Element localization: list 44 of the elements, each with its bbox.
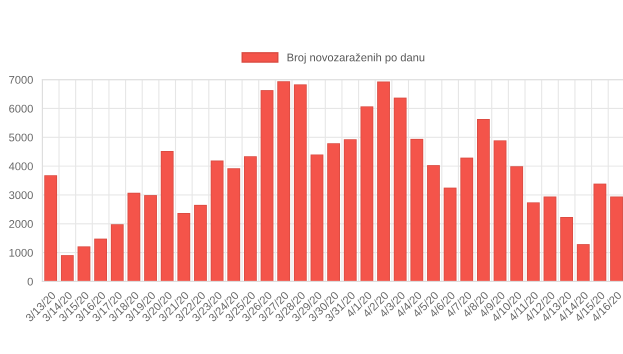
- bar: [544, 196, 556, 282]
- y-tick-label: 5000: [9, 134, 33, 142]
- bar: [494, 140, 506, 282]
- bar: [510, 166, 524, 282]
- bar: [310, 154, 324, 282]
- bar: [94, 238, 108, 282]
- bar: [44, 175, 58, 282]
- bar: [260, 90, 274, 282]
- bar: [344, 139, 357, 282]
- bar: [194, 204, 207, 282]
- bar: [177, 212, 190, 282]
- bar: [476, 119, 490, 282]
- y-tick-label: 6000: [9, 104, 33, 113]
- bar: [377, 82, 390, 282]
- legend-label: Broj novozaraženih po danu: [288, 53, 424, 64]
- bar: [427, 165, 440, 282]
- bar: [110, 224, 124, 282]
- bar: [444, 188, 457, 282]
- bar: [593, 184, 606, 282]
- y-tick-label: 0: [28, 278, 33, 286]
- bar: [78, 246, 90, 282]
- bar: [526, 202, 540, 282]
- bar: [294, 84, 307, 282]
- y-tick-label: 3000: [9, 191, 33, 200]
- bar: [160, 151, 174, 282]
- bar: [210, 160, 224, 282]
- bar: [560, 217, 574, 282]
- bar: [127, 192, 140, 282]
- bar: [244, 156, 257, 282]
- bar: [576, 244, 590, 282]
- bar: [227, 168, 240, 282]
- bar: [60, 255, 74, 282]
- bar: [610, 196, 623, 282]
- bar: [410, 138, 424, 282]
- y-tick-label: 7000: [9, 76, 33, 84]
- bar: [277, 81, 290, 282]
- bar: [394, 98, 407, 282]
- y-tick-label: 4000: [8, 162, 33, 170]
- bar: [460, 158, 474, 282]
- bar: [327, 143, 340, 282]
- y-tick-label: 2000: [9, 220, 33, 228]
- y-tick-label: 1000: [9, 248, 33, 257]
- bar: [360, 106, 374, 282]
- bar: [144, 195, 157, 282]
